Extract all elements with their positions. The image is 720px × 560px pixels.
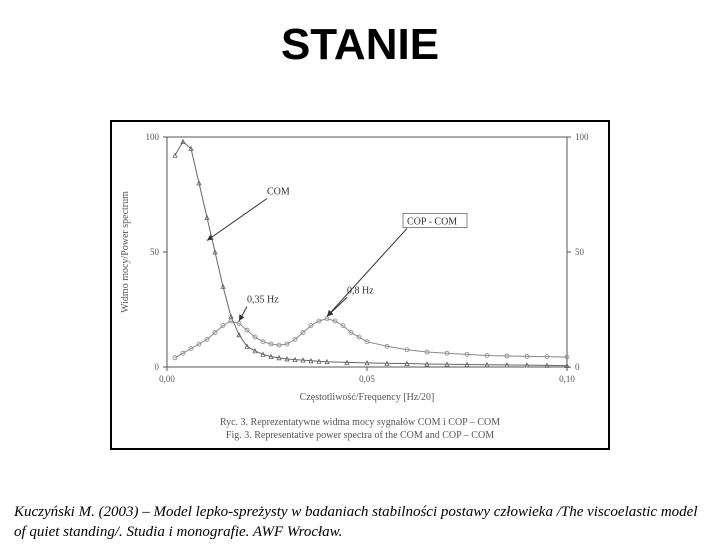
svg-text:0,00: 0,00 [159, 374, 175, 384]
svg-text:0: 0 [155, 362, 160, 372]
svg-text:0: 0 [575, 362, 580, 372]
svg-text:100: 100 [146, 132, 160, 142]
svg-text:Widmo mocy/Power spectrum: Widmo mocy/Power spectrum [120, 191, 131, 313]
svg-text:100: 100 [575, 132, 589, 142]
svg-text:0,8 Hz: 0,8 Hz [347, 285, 374, 296]
figure-caption: Ryc. 3. Reprezentatywne widma mocy sygna… [112, 416, 608, 442]
caption-pl: Ryc. 3. Reprezentatywne widma mocy sygna… [112, 416, 608, 429]
svg-text:0,35 Hz: 0,35 Hz [247, 295, 279, 306]
svg-text:Częstotliwość/Frequency [Hz/20: Częstotliwość/Frequency [Hz/20] [300, 392, 435, 403]
chart-container: 0,000,050,10050100050100Częstotliwość/Fr… [110, 120, 610, 450]
svg-text:50: 50 [150, 247, 160, 257]
svg-text:COM: COM [267, 187, 290, 198]
svg-text:50: 50 [575, 247, 585, 257]
svg-text:0,05: 0,05 [359, 374, 375, 384]
caption-en: Fig. 3. Representative power spectra of … [112, 429, 608, 442]
citation-text: Kuczyński M. (2003) – Model lepko-spreży… [14, 502, 706, 543]
power-spectrum-chart: 0,000,050,10050100050100Częstotliwość/Fr… [112, 122, 612, 412]
svg-text:COP - COM: COP - COM [407, 216, 457, 227]
svg-text:0,10: 0,10 [559, 374, 575, 384]
page-title: STANIE [0, 20, 720, 70]
